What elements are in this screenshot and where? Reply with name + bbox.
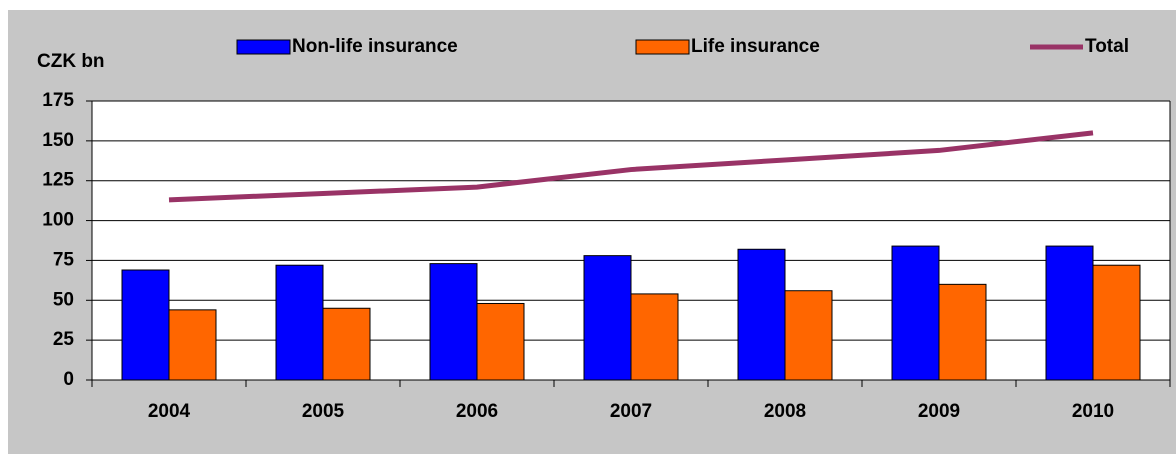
- y-tick-label: 50: [53, 289, 74, 310]
- bar: [275, 264, 324, 381]
- x-tick-label: 2006: [456, 401, 498, 422]
- y-tick-label: 125: [42, 170, 74, 191]
- x-tick-label: 2010: [1072, 401, 1114, 422]
- bar: [322, 307, 371, 381]
- y-axis-label: CZK bn: [37, 51, 105, 72]
- x-tick-label: 2007: [610, 401, 652, 422]
- bar: [630, 293, 679, 381]
- legend-swatch: [635, 39, 690, 55]
- bar: [891, 245, 940, 381]
- bar: [938, 283, 987, 381]
- bar: [1092, 264, 1141, 381]
- y-tick-label: 150: [42, 130, 74, 151]
- y-tick-label: 25: [53, 329, 75, 350]
- bar: [737, 248, 786, 381]
- x-tick-label: 2008: [764, 401, 806, 422]
- total-line: [168, 130, 1094, 203]
- legend-label: Life insurance: [691, 36, 820, 57]
- x-tick-label: 2005: [302, 401, 345, 422]
- legend-label: Non-life insurance: [292, 36, 458, 57]
- x-tick-label: 2004: [148, 401, 191, 422]
- legend-label: Total: [1085, 36, 1129, 57]
- y-tick-label: 175: [42, 90, 74, 111]
- y-tick-label: 0: [63, 369, 74, 390]
- bar: [784, 290, 833, 381]
- bar: [429, 263, 478, 381]
- y-tick-label: 75: [53, 249, 75, 270]
- bar: [1045, 245, 1094, 381]
- bar: [476, 302, 525, 381]
- y-tick-label: 100: [42, 210, 74, 231]
- bar: [168, 309, 217, 381]
- bar: [121, 269, 170, 381]
- legend-swatch: [236, 39, 291, 55]
- x-tick-label: 2009: [918, 401, 960, 422]
- bar: [583, 255, 632, 381]
